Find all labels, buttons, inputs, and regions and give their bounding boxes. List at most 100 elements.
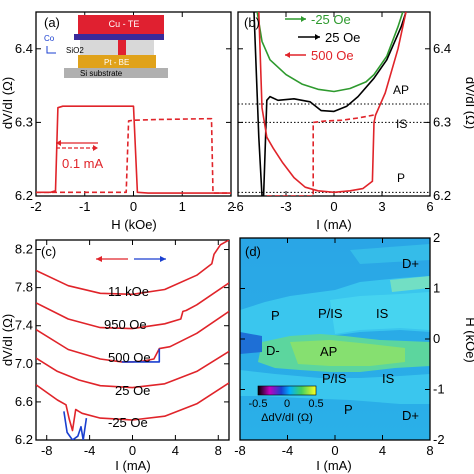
series-line [36,282,229,330]
y-tick-label: 8.2 [15,242,33,257]
series-line [36,105,231,194]
x-tick-label: 1 [179,199,186,214]
device-inset: Si substrate Pt - BE SiO2 Cu - TE Co [44,15,168,78]
curve-label-11koe: 11 kOe [108,284,149,299]
panel-c-ylabel: dV/dI (Ω) [0,314,15,366]
y-tick-label: 6.3 [15,114,33,129]
y-tick-label: 7.0 [15,356,33,371]
x-tick-label: -6 [232,199,244,214]
panel-c-direction-arrows [96,256,166,262]
series-line [63,411,88,440]
x-tick-label: -8 [234,443,246,458]
x-tick-label: 3 [378,199,385,214]
region-label-p-top: P [271,308,280,323]
series-line [36,310,229,363]
inset-cu-label: Cu - TE [109,19,140,29]
panel-a-series [36,105,231,194]
y-tick-label: 0 [433,331,440,346]
series-line [36,117,231,194]
y-tick-label: 6.2 [15,188,33,203]
region-label-p-bottom: P [344,402,353,417]
panel-a-label: (a) [44,15,60,30]
colorbar-gradient [257,385,317,396]
current-annotation: 0.1 mA [62,156,104,171]
legend-25: 25 Oe [325,30,360,45]
panel-d: -8 -4 0 4 8-2 -1 0 1 2 (d) I (mA) H (kOe) D+ P P… [234,230,474,473]
panel-d-ylabel: H (kOe) [463,317,474,363]
x-tick-label: -3 [280,199,292,214]
panel-d-xlabel: I (mA) [316,458,351,473]
colorbar-tick-mid: 0 [284,398,290,410]
curve-label-950: 950 Oe [104,317,147,332]
y-tick-label: 7.8 [15,280,33,295]
panel-d-ticks: -8 -4 0 4 8-2 -1 0 1 2 [234,230,444,458]
y-tick-label: 1 [433,281,440,296]
y-tick-label: 6.2 [15,432,33,447]
x-tick-label: 4 [172,443,179,458]
x-tick-label: 0 [130,199,137,214]
inset-pt-label: Pt - BE [104,58,129,67]
region-label-pis-top: P/IS [318,306,343,321]
inset-sio2-label: SiO2 [66,46,84,55]
x-tick-label: -2 [30,199,42,214]
x-tick-label: -4 [282,443,294,458]
x-tick-label: 0 [129,443,136,458]
inset-substrate [64,68,168,78]
inset-sio2 [80,40,154,55]
colorbar-label: ΔdV/dI (Ω) [261,412,313,424]
panel-b-xlabel: I (mA) [316,217,351,232]
inset-substrate-label: Si substrate [80,69,123,78]
y-tick-label: 6.4 [15,41,33,56]
region-label-is-bottom: IS [382,371,395,386]
panel-a-xlabel: H (kOe) [111,217,157,232]
x-tick-label: 8 [215,443,222,458]
region-label-dminus: D- [266,343,280,358]
panel-b-ylabel: dV/dI (Ω) [463,77,474,129]
inset-co-label: Co [44,34,55,43]
region-label-is-top: IS [376,306,389,321]
y-tick-label: 6.3 [433,114,451,129]
x-tick-label: 4 [379,443,386,458]
panel-b-legend: -25 Oe 25 Oe 500 Oe [285,12,360,63]
inset-pt-be [78,55,156,68]
panel-b-ticks: -6 -3 0 3 66.2 6.3 6.4 [232,12,451,214]
panel-c-ticks: -8 -4 0 4 8 6.2 6.6 7.0 7.4 7.8 8.2 [15,240,229,458]
series-line [266,114,375,196]
y-tick-label: -2 [433,432,445,447]
panel-c-xlabel: I (mA) [115,458,150,473]
colorbar-tick-min: -0.5 [249,398,268,410]
state-label-ap: AP [393,83,409,97]
panel-a: -2 -1 0 1 2 6.2 6.3 6.4 (a) H (kOe) dV/dI (Ω) S… [0,11,235,232]
x-tick-label: -8 [41,443,53,458]
panel-b-series [238,12,430,196]
curve-label-25: 25 Oe [115,383,150,398]
series-line [253,12,407,196]
x-tick-label: 2 [227,199,234,214]
state-label-p: P [397,171,405,185]
region-label-ap: AP [320,344,337,359]
y-tick-label: -1 [433,382,445,397]
colorbar: -0.5 0 0.5 ΔdV/dI (Ω) [249,385,324,424]
legend-500: 500 Oe [311,48,354,63]
heatmap-image [240,238,430,440]
inset-axis-arrows [46,46,56,54]
panel-c: -8 -4 0 4 8 6.2 6.6 7.0 7.4 7.8 8.2 (c) I (mA) dV/… [0,239,230,473]
x-tick-label: 6 [426,199,433,214]
colorbar-tick-max: 0.5 [308,398,323,410]
curve-label-neg25: -25 Oe [108,415,148,430]
curve-label-500: 500 Oe [108,350,151,365]
x-tick-label: 0 [330,199,337,214]
series-line [36,350,229,389]
legend-neg25: -25 Oe [311,12,351,27]
panel-c-label: (c) [41,244,56,259]
panel-a-ylabel: dV/dI (Ω) [0,77,15,129]
y-tick-label: 2 [433,230,440,245]
series-line [258,12,407,194]
inset-cu-te [78,15,164,34]
y-tick-label: 6.4 [433,41,451,56]
x-tick-label: -4 [84,443,96,458]
panel-b: -6 -3 0 3 66.2 6.3 6.4 (b) I (mA) dV/dI (Ω) -2… [232,11,474,232]
panel-c-frame [35,239,230,441]
region-label-dplus-bottom: D+ [402,408,419,423]
